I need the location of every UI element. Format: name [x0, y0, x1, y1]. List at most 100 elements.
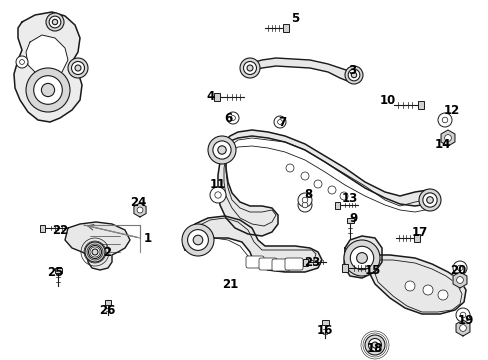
Text: 25: 25 [47, 266, 63, 279]
Circle shape [230, 116, 235, 120]
Circle shape [350, 72, 356, 78]
Circle shape [456, 265, 462, 271]
Bar [321, 320, 328, 325]
Circle shape [418, 189, 440, 211]
FancyBboxPatch shape [285, 258, 303, 270]
Circle shape [68, 58, 88, 78]
FancyBboxPatch shape [271, 259, 289, 271]
Circle shape [343, 240, 379, 276]
Circle shape [209, 187, 225, 203]
Circle shape [356, 253, 366, 264]
Circle shape [347, 69, 359, 81]
Circle shape [85, 242, 105, 262]
Circle shape [302, 197, 307, 203]
Circle shape [459, 325, 466, 331]
Circle shape [243, 62, 256, 75]
FancyBboxPatch shape [259, 258, 276, 270]
Circle shape [368, 338, 381, 351]
Polygon shape [218, 152, 278, 236]
Polygon shape [14, 12, 82, 122]
Circle shape [92, 249, 98, 255]
Circle shape [41, 84, 55, 96]
Bar [54, 268, 61, 273]
Circle shape [88, 246, 102, 258]
Polygon shape [455, 320, 469, 336]
Circle shape [313, 180, 321, 188]
Bar [302, 258, 307, 266]
Bar [341, 264, 347, 272]
Circle shape [214, 192, 221, 198]
Bar [105, 300, 111, 305]
Circle shape [371, 342, 377, 348]
Circle shape [273, 116, 285, 128]
Bar [346, 218, 353, 223]
Circle shape [285, 164, 293, 172]
Text: 15: 15 [364, 264, 381, 276]
Circle shape [404, 281, 414, 291]
Text: 14: 14 [434, 139, 450, 152]
Circle shape [16, 56, 28, 68]
Circle shape [212, 141, 231, 159]
Text: 17: 17 [411, 225, 427, 238]
Text: 21: 21 [222, 279, 238, 292]
Circle shape [327, 186, 335, 194]
Text: 5: 5 [290, 12, 299, 24]
Circle shape [364, 335, 384, 355]
Circle shape [49, 16, 61, 28]
Bar [40, 225, 45, 231]
Polygon shape [65, 222, 130, 270]
Circle shape [456, 276, 463, 283]
Circle shape [71, 62, 84, 75]
Bar [283, 24, 288, 32]
Circle shape [422, 193, 436, 207]
Polygon shape [26, 35, 68, 78]
Circle shape [182, 224, 214, 256]
Text: 16: 16 [316, 324, 332, 337]
Polygon shape [183, 216, 321, 272]
Text: 23: 23 [303, 256, 320, 269]
Text: 11: 11 [209, 179, 225, 192]
Circle shape [277, 120, 282, 125]
Text: 10: 10 [379, 94, 395, 107]
Text: 3: 3 [347, 63, 355, 77]
Circle shape [444, 135, 450, 141]
Circle shape [52, 19, 58, 25]
Text: 19: 19 [457, 314, 473, 327]
Text: 20: 20 [449, 264, 465, 276]
Text: 22: 22 [52, 224, 68, 237]
Circle shape [339, 192, 347, 200]
Circle shape [26, 68, 70, 112]
Circle shape [246, 65, 252, 71]
Polygon shape [343, 236, 381, 278]
Circle shape [75, 65, 81, 71]
Circle shape [301, 172, 308, 180]
Polygon shape [367, 255, 465, 314]
Text: 6: 6 [224, 112, 232, 125]
Circle shape [137, 207, 142, 213]
Polygon shape [452, 272, 466, 288]
Polygon shape [244, 58, 357, 82]
Circle shape [297, 198, 311, 212]
Circle shape [46, 13, 64, 31]
Circle shape [193, 235, 203, 245]
Circle shape [452, 261, 466, 275]
Text: 12: 12 [443, 104, 459, 117]
Bar [417, 101, 423, 109]
Circle shape [437, 113, 451, 127]
Circle shape [302, 202, 307, 208]
Circle shape [240, 58, 260, 78]
Bar [334, 202, 339, 208]
Text: 4: 4 [206, 90, 215, 104]
Circle shape [459, 312, 465, 318]
Circle shape [20, 60, 24, 64]
Text: 13: 13 [341, 192, 357, 204]
Bar [214, 93, 220, 101]
Polygon shape [222, 130, 434, 206]
Bar [413, 234, 419, 242]
Circle shape [437, 290, 447, 300]
Text: 1: 1 [143, 231, 152, 244]
Circle shape [422, 285, 432, 295]
Circle shape [297, 193, 311, 207]
Text: 2: 2 [103, 247, 111, 260]
Text: 9: 9 [348, 211, 356, 225]
